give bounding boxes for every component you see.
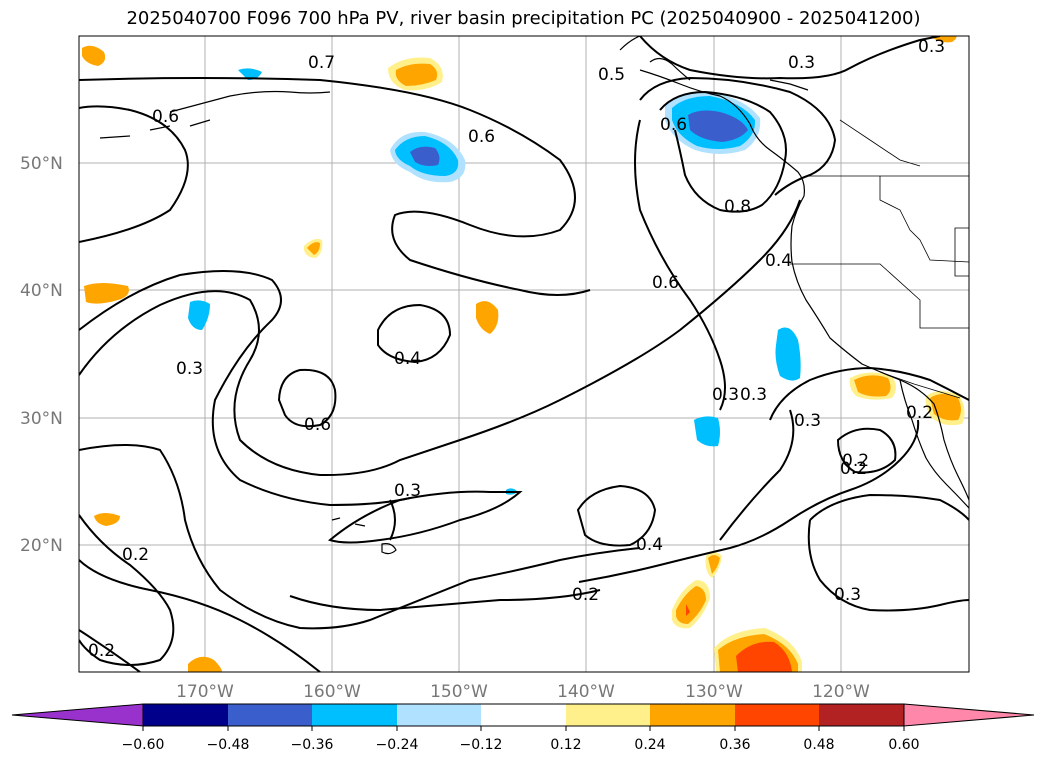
colorbar-extend-right <box>903 703 1035 727</box>
contour-label: 0.6 <box>304 415 331 435</box>
coastlines <box>99 36 969 555</box>
contour-labels: 0.7 0.5 0.3 0.3 0.6 0.6 0.6 0.8 0.4 0.6 … <box>88 37 945 661</box>
map-frame <box>78 35 970 673</box>
contour-label: 0.3 <box>176 359 203 379</box>
contour-label: 0.3 <box>834 585 861 605</box>
contour-label: 0.3 <box>394 481 421 501</box>
colorbar-tick-label: −0.36 <box>291 737 334 753</box>
colorbar-tick-label: 0.60 <box>888 737 919 753</box>
lon-label-140w: 140°W <box>557 682 615 702</box>
contour-label: 0.3 <box>788 53 815 73</box>
latitude-labels: 50°N 40°N 30°N 20°N <box>20 154 63 556</box>
colorbar-tick-label: −0.12 <box>460 737 503 753</box>
contour-label: 0.4 <box>636 535 663 555</box>
colorbar-bin <box>397 704 481 726</box>
colorbar-bin <box>228 704 312 726</box>
colorbar-bin <box>481 704 566 726</box>
contour-label: 0.3 <box>712 385 739 405</box>
colorbar-bin <box>650 704 735 726</box>
lon-label-120w: 120°W <box>812 682 870 702</box>
colorbar-ticks <box>142 726 905 731</box>
contour-label: 0.5 <box>598 65 625 85</box>
map-title: 2025040700 F096 700 hPa PV, river basin … <box>126 8 921 29</box>
colorbar-tick-label: −0.60 <box>122 737 165 753</box>
colorbar-tick-label: 0.24 <box>634 737 665 753</box>
contour-label: 0.2 <box>906 403 933 423</box>
pv-contours <box>79 36 969 672</box>
lat-label-50n: 50°N <box>20 154 63 174</box>
colorbar-tick-label: −0.24 <box>376 737 419 753</box>
contour-label: 0.6 <box>660 115 687 135</box>
colorbar-tick-label: 0.48 <box>803 737 834 753</box>
colorbar-bin <box>566 704 650 726</box>
colorbar-tick-label: 0.36 <box>719 737 750 753</box>
contour-label: 0.6 <box>152 107 179 127</box>
contour-label: 0.3 <box>740 385 767 405</box>
contour-label: 0.2 <box>572 585 599 605</box>
colorbar-bin <box>143 704 228 726</box>
contour-label: 0.2 <box>842 451 869 471</box>
contour-label: 0.3 <box>794 411 821 431</box>
contour-label: 0.4 <box>394 349 421 369</box>
contour-label: 0.6 <box>652 273 679 293</box>
borders <box>790 119 969 399</box>
colorbar-tick-label: 0.12 <box>550 737 581 753</box>
colorbar-bin <box>735 704 819 726</box>
contour-label: 0.8 <box>724 197 751 217</box>
contour-label: 0.7 <box>308 53 335 73</box>
lon-label-150w: 150°W <box>430 682 488 702</box>
longitude-labels: 170°W 160°W 150°W 140°W 130°W 120°W <box>176 682 870 702</box>
gridlines <box>79 36 969 672</box>
colorbar-bin <box>312 704 397 726</box>
colorbar-extend-left <box>11 703 144 727</box>
colorbar-outline <box>142 703 905 727</box>
lat-label-30n: 30°N <box>20 409 63 429</box>
lon-label-130w: 130°W <box>685 682 743 702</box>
lat-label-40n: 40°N <box>20 281 63 301</box>
contour-label: 0.6 <box>468 127 495 147</box>
colorbar-tick-label: −0.48 <box>207 737 250 753</box>
contour-label: 0.2 <box>122 545 149 565</box>
lon-label-170w: 170°W <box>176 682 234 702</box>
colorbar-bin <box>819 704 904 726</box>
map-panel <box>79 36 969 672</box>
colorbar: −0.60 −0.48 −0.36 −0.24 −0.12 0.12 0.24 … <box>11 703 1035 753</box>
contour-label: 0.2 <box>88 641 115 661</box>
contour-label: 0.4 <box>765 251 792 271</box>
lon-label-160w: 160°W <box>303 682 361 702</box>
contour-label: 0.2 <box>840 459 867 479</box>
contour-label: 0.3 <box>918 37 945 57</box>
lat-label-20n: 20°N <box>20 536 63 556</box>
